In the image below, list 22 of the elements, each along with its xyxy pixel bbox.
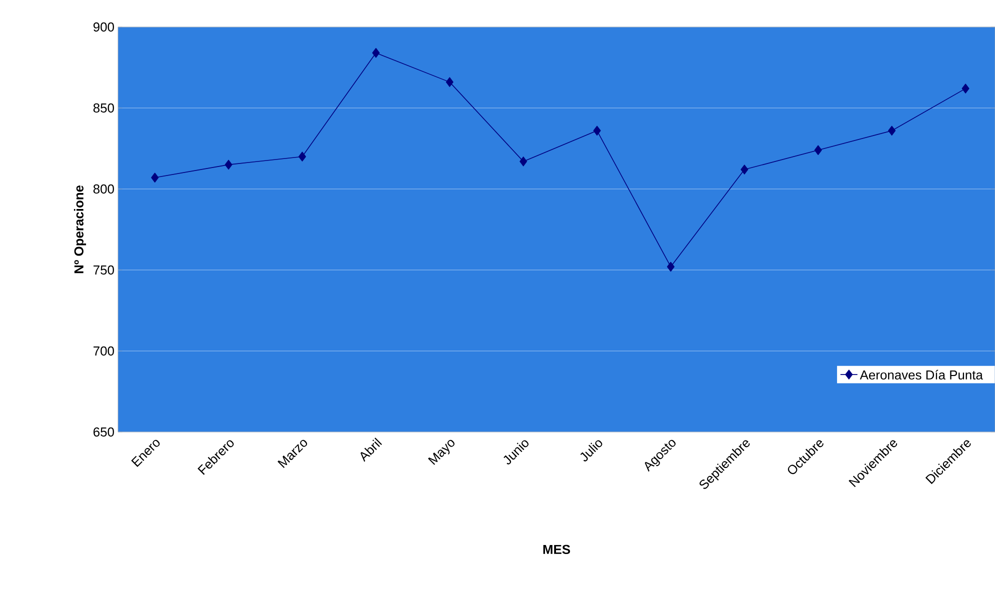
y-tick-label: 750 <box>94 265 114 275</box>
y-axis-title: Nº Operacione <box>74 185 86 274</box>
x-tick-label: Julio <box>580 440 602 462</box>
point <box>814 145 822 155</box>
point <box>962 84 970 94</box>
point <box>372 48 380 58</box>
y-tick-label: 900 <box>93 22 114 32</box>
point <box>224 160 232 170</box>
point <box>888 126 896 136</box>
point <box>593 126 601 136</box>
legend-label: Aeronaves Día Punta <box>860 370 983 380</box>
y-tick-label: 650 <box>94 427 114 437</box>
point <box>740 164 748 174</box>
point <box>520 156 528 166</box>
y-tick-label: 700 <box>94 346 114 356</box>
y-tick-label: 850 <box>93 103 114 113</box>
point <box>666 262 675 272</box>
point <box>151 172 159 183</box>
x-axis-title: MES <box>543 544 570 554</box>
y-tick-label: 800 <box>93 184 114 194</box>
point <box>446 77 454 87</box>
point <box>298 152 306 162</box>
